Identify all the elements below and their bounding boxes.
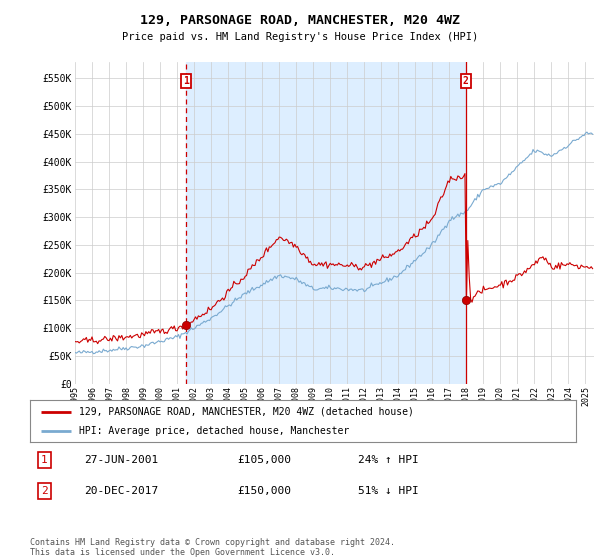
Text: £105,000: £105,000 [238, 455, 292, 465]
Text: 129, PARSONAGE ROAD, MANCHESTER, M20 4WZ: 129, PARSONAGE ROAD, MANCHESTER, M20 4WZ [140, 14, 460, 27]
Text: HPI: Average price, detached house, Manchester: HPI: Average price, detached house, Manc… [79, 426, 349, 436]
Text: 24% ↑ HPI: 24% ↑ HPI [358, 455, 418, 465]
Bar [185, 62, 466, 384]
Text: 2: 2 [463, 76, 469, 86]
Text: Price paid vs. HM Land Registry's House Price Index (HPI): Price paid vs. HM Land Registry's House … [122, 32, 478, 43]
Text: £150,000: £150,000 [238, 486, 292, 496]
Text: Contains HM Land Registry data © Crown copyright and database right 2024.
This d: Contains HM Land Registry data © Crown c… [30, 538, 395, 557]
Text: 1: 1 [41, 455, 47, 465]
Text: 20-DEC-2017: 20-DEC-2017 [85, 486, 159, 496]
Text: 129, PARSONAGE ROAD, MANCHESTER, M20 4WZ (detached house): 129, PARSONAGE ROAD, MANCHESTER, M20 4WZ… [79, 407, 414, 417]
Text: 51% ↓ HPI: 51% ↓ HPI [358, 486, 418, 496]
Text: 2: 2 [41, 486, 47, 496]
Text: 1: 1 [182, 76, 188, 86]
Text: 27-JUN-2001: 27-JUN-2001 [85, 455, 159, 465]
